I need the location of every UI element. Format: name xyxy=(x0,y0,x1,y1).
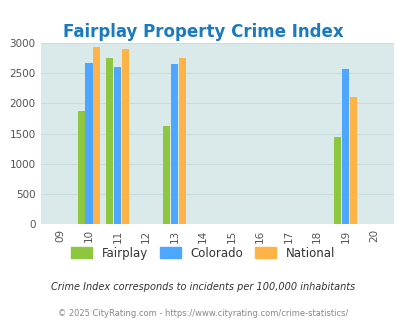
Bar xyxy=(178,58,185,224)
Bar xyxy=(85,63,92,224)
Text: © 2025 CityRating.com - https://www.cityrating.com/crime-statistics/: © 2025 CityRating.com - https://www.city… xyxy=(58,309,347,318)
Bar xyxy=(163,126,170,224)
Bar xyxy=(171,64,177,224)
Bar xyxy=(333,137,340,224)
Bar xyxy=(106,58,113,224)
Text: Crime Index corresponds to incidents per 100,000 inhabitants: Crime Index corresponds to incidents per… xyxy=(51,282,354,292)
Text: Fairplay Property Crime Index: Fairplay Property Crime Index xyxy=(62,23,343,41)
Bar xyxy=(122,49,128,224)
Bar xyxy=(114,67,121,224)
Bar xyxy=(341,69,348,224)
Bar xyxy=(78,111,85,224)
Legend: Fairplay, Colorado, National: Fairplay, Colorado, National xyxy=(66,242,339,264)
Bar xyxy=(93,48,100,224)
Bar xyxy=(349,97,356,224)
